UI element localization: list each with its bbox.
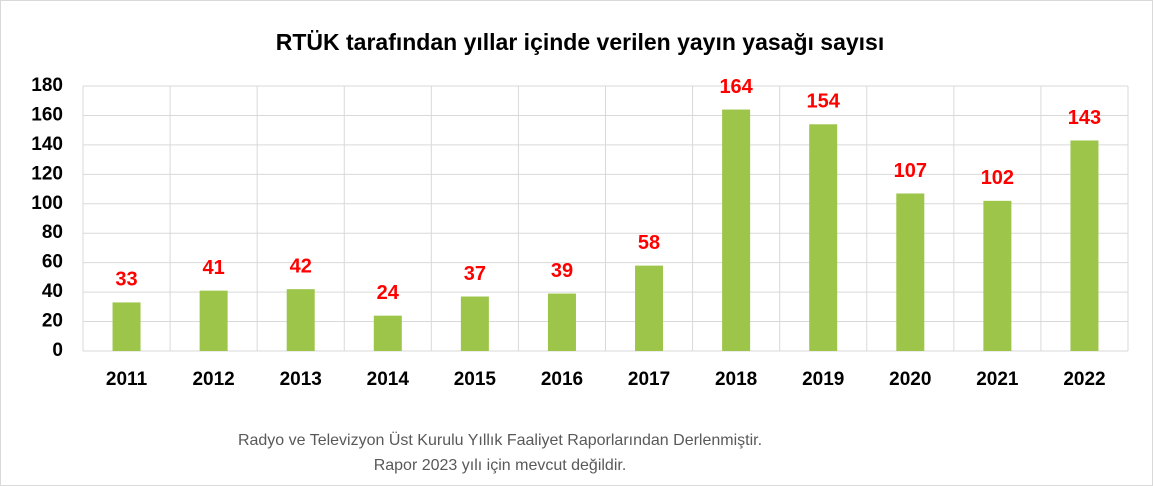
y-tick-label: 180 [31, 75, 63, 96]
y-tick-label: 160 [31, 104, 63, 125]
data-label: 143 [1068, 107, 1101, 129]
y-tick-label: 100 [31, 193, 63, 214]
bar [1070, 140, 1099, 351]
y-tick-label: 80 [42, 222, 63, 243]
chart-title: RTÜK tarafından yıllar içinde verilen ya… [276, 29, 884, 55]
x-tick-label: 2012 [192, 369, 234, 390]
x-tick-label: 2017 [628, 369, 670, 390]
x-tick-label: 2019 [802, 369, 844, 390]
x-tick-label: 2020 [889, 369, 931, 390]
data-label: 39 [551, 260, 573, 282]
bar [286, 289, 315, 351]
data-label: 58 [638, 232, 660, 254]
bar [635, 265, 664, 351]
x-tick-label: 2021 [976, 369, 1019, 390]
bar [809, 124, 838, 352]
bar [112, 302, 141, 351]
bar [460, 296, 489, 351]
y-tick-label: 120 [31, 163, 63, 184]
bar [722, 109, 751, 351]
y-tick-label: 0 [52, 340, 63, 361]
bar [199, 290, 228, 351]
data-label: 102 [981, 167, 1014, 189]
data-label: 154 [807, 91, 841, 113]
y-tick-label: 60 [42, 252, 63, 273]
x-tick-label: 2013 [280, 369, 322, 390]
bar [983, 200, 1012, 351]
bar [373, 315, 402, 351]
data-label: 42 [290, 255, 312, 277]
bar [896, 193, 925, 351]
y-tick-label: 140 [31, 134, 63, 155]
data-label: 33 [115, 269, 137, 291]
data-label: 37 [464, 263, 486, 285]
data-label: 24 [377, 282, 400, 304]
bar [547, 293, 576, 351]
footnote: Radyo ve Televizyon Üst Kurulu Yıllık Fa… [238, 431, 762, 449]
x-tick-label: 2015 [454, 369, 497, 390]
y-tick-label: 20 [42, 311, 63, 332]
x-tick-label: 2018 [715, 369, 757, 390]
data-label: 41 [203, 257, 225, 279]
x-tick-label: 2022 [1063, 369, 1105, 390]
y-tick-label: 40 [42, 281, 63, 302]
data-label: 164 [719, 76, 753, 98]
data-label: 107 [894, 160, 927, 182]
x-tick-label: 2014 [367, 369, 410, 390]
footnote: Rapor 2023 yılı için mevcut değildir. [374, 457, 627, 474]
x-tick-label: 2011 [106, 369, 148, 390]
x-tick-label: 2016 [541, 369, 583, 390]
